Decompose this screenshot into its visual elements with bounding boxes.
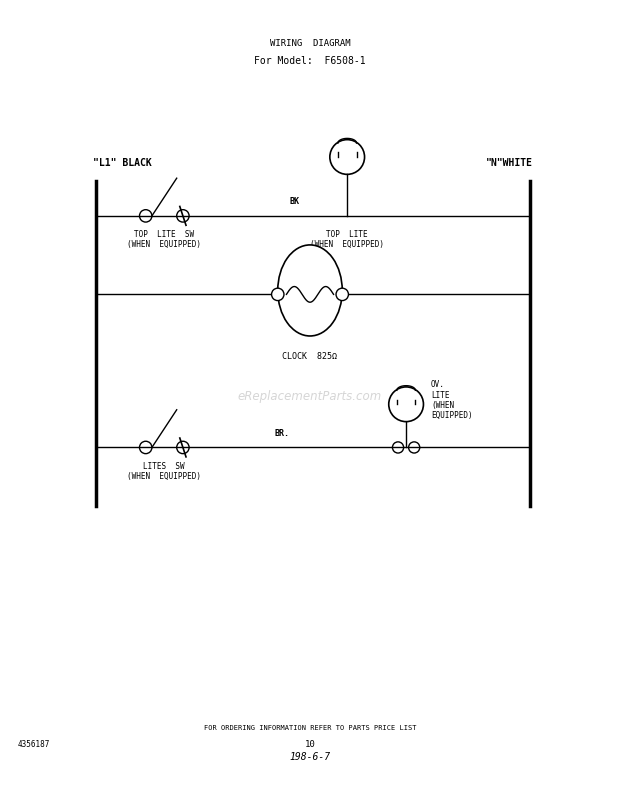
Text: 198-6-7: 198-6-7 xyxy=(290,752,330,761)
Text: BK: BK xyxy=(290,198,299,206)
Text: 4356187: 4356187 xyxy=(18,739,50,749)
Text: For Model:  F6508-1: For Model: F6508-1 xyxy=(254,57,366,66)
Text: FOR ORDERING INFORMATION REFER TO PARTS PRICE LIST: FOR ORDERING INFORMATION REFER TO PARTS … xyxy=(204,725,416,732)
Text: "L1" BLACK: "L1" BLACK xyxy=(93,159,152,168)
Text: WIRING  DIAGRAM: WIRING DIAGRAM xyxy=(270,38,350,48)
Text: TOP  LITE
(WHEN  EQUIPPED): TOP LITE (WHEN EQUIPPED) xyxy=(310,230,384,250)
Text: OV.
LITE
(WHEN
EQUIPPED): OV. LITE (WHEN EQUIPPED) xyxy=(431,380,472,421)
Ellipse shape xyxy=(336,288,348,301)
Text: 10: 10 xyxy=(304,739,316,749)
Ellipse shape xyxy=(392,442,404,453)
Text: eReplacementParts.com: eReplacementParts.com xyxy=(238,390,382,403)
Ellipse shape xyxy=(409,442,420,453)
Text: "N"WHITE: "N"WHITE xyxy=(486,159,533,168)
Text: LITES  SW
(WHEN  EQUIPPED): LITES SW (WHEN EQUIPPED) xyxy=(127,462,202,481)
Ellipse shape xyxy=(272,288,284,301)
Text: BR.: BR. xyxy=(275,429,290,438)
Ellipse shape xyxy=(278,245,342,336)
Text: CLOCK  825Ω: CLOCK 825Ω xyxy=(283,352,337,360)
Text: TOP  LITE  SW
(WHEN  EQUIPPED): TOP LITE SW (WHEN EQUIPPED) xyxy=(127,230,202,250)
